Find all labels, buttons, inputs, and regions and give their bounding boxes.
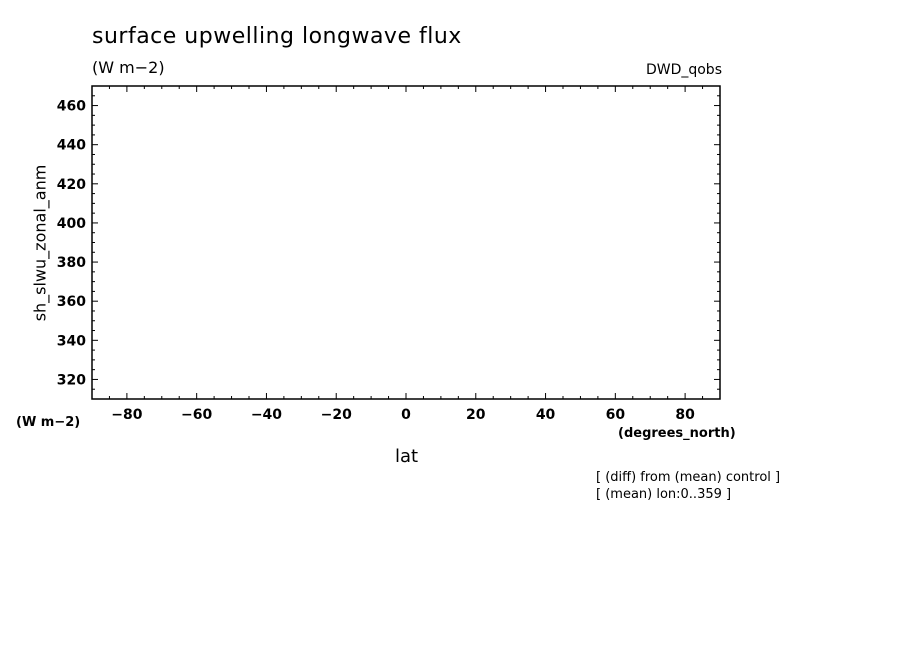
x-tick-label: 60 [606,407,626,423]
x-tick-label: 40 [536,407,556,423]
y-axis: 320 340 360 380 400 420 440 460 [57,85,720,400]
x-axis: −80 −60 −40 −20 0 20 40 60 80 [91,86,721,423]
x-axis-label: lat [395,446,419,467]
y-tick-label: 340 [57,333,86,349]
y-tick-label: 440 [57,138,86,154]
note-diff: [ (diff) from (mean) control ] [596,470,781,485]
y-tick-label: 420 [57,177,86,193]
source-label: DWD_qobs [645,62,722,78]
x-tick-label: −80 [111,407,142,423]
x-tick-label: 80 [675,407,695,423]
y-tick-label: 360 [57,294,86,310]
y-tick-label: 460 [57,99,86,115]
x-tick-label: −20 [321,407,352,423]
x-axis-units: (degrees_north) [618,426,736,441]
chart-title: surface upwelling longwave flux [92,24,462,49]
x-tick-label: 0 [401,407,411,423]
note-mean: [ (mean) lon:0..359 ] [596,487,732,502]
y-axis-label: sh_slwu_zonal_anm [30,164,50,322]
plot-frame [91,85,721,400]
y-tick-label: 400 [57,216,86,232]
y-tick-label: 380 [57,255,86,271]
y-tick-label: 320 [57,372,86,388]
y-axis-units: (W m−2) [16,415,81,430]
x-tick-label: 20 [466,407,486,423]
chart-units: (W m−2) [92,58,165,77]
x-tick-label: −40 [251,407,282,423]
x-tick-label: −60 [181,407,212,423]
